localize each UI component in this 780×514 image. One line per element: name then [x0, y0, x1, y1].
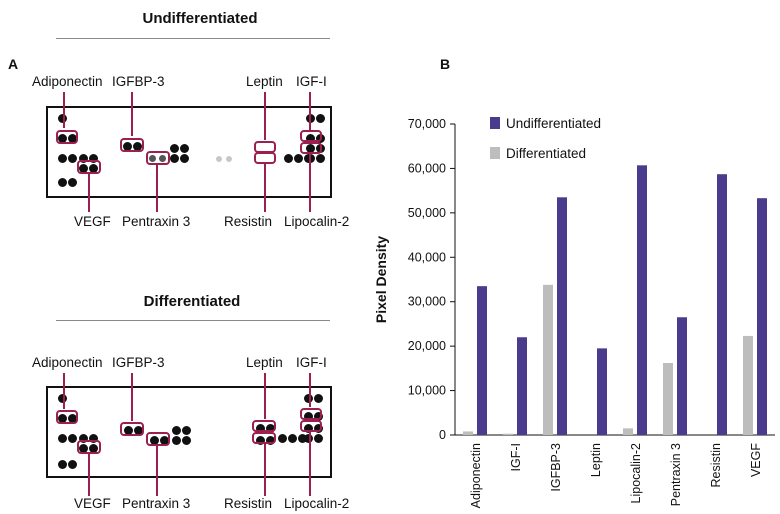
x-tick-label: IGFBP-3: [549, 443, 563, 492]
bar-undifferentiated-lipocalin-2: [637, 165, 647, 435]
bar-differentiated-lipocalin-2: [623, 428, 633, 435]
bar-differentiated-pentraxin-3: [663, 363, 673, 435]
y-tick-label: 20,000: [408, 339, 446, 353]
x-tick-label: Lipocalin-2: [629, 443, 643, 504]
bar-chart: 0 10,000 20,000 30,000 40,000 50,000 60,000 70,…: [373, 116, 775, 508]
y-tick-label: 10,000: [408, 384, 446, 398]
title-rule: [56, 38, 330, 39]
bar-differentiated-igfbp-3: [543, 284, 553, 435]
x-tick-label: Leptin: [589, 443, 603, 477]
label-vegf: VEGF: [74, 214, 111, 229]
y-tick-label: 70,000: [408, 117, 446, 131]
bar-undifferentiated-pentraxin-3: [677, 317, 687, 435]
x-tick-label: Pentraxin 3: [669, 443, 683, 506]
legend-label-undifferentiated: Undifferentiated: [506, 116, 601, 131]
bar-undifferentiated-leptin: [597, 348, 607, 435]
label-pentraxin3: Pentraxin 3: [122, 214, 191, 229]
legend-swatch-differentiated: [490, 147, 500, 159]
label-leptin: Leptin: [246, 355, 283, 370]
y-tick-label: 30,000: [408, 295, 446, 309]
array-membrane-differentiated: [46, 386, 332, 478]
membrane-title-differentiated: Differentiated: [143, 293, 241, 310]
label-igfbp3: IGFBP-3: [112, 355, 165, 370]
label-igf-i: IGF-I: [296, 355, 327, 370]
label-adiponectin: Adiponectin: [32, 74, 103, 89]
bar-undifferentiated-igf-i: [517, 337, 527, 435]
legend-label-differentiated: Differentiated: [506, 146, 586, 161]
bar-undifferentiated-resistin: [717, 174, 727, 435]
title-rule: [56, 320, 330, 321]
bar-differentiated-igf-i: [503, 433, 513, 435]
y-tick-label: 60,000: [408, 161, 446, 175]
label-adiponectin: Adiponectin: [32, 355, 103, 370]
label-igfbp3: IGFBP-3: [112, 74, 165, 89]
x-tick-label: IGF-I: [509, 443, 523, 471]
y-tick-label: 0: [439, 428, 446, 442]
label-resistin: Resistin: [224, 214, 273, 229]
legend-swatch-undifferentiated: [490, 117, 500, 129]
label-lipocalin2: Lipocalin-2: [284, 214, 350, 229]
y-axis-label: Pixel Density: [373, 236, 389, 323]
bar-undifferentiated-igfbp-3: [557, 197, 567, 435]
label-igf-i: IGF-I: [296, 74, 327, 89]
y-tick-label: 50,000: [408, 206, 446, 220]
membrane-title-undifferentiated: Undifferentiated: [142, 10, 258, 27]
bar-undifferentiated-vegf: [757, 198, 767, 435]
label-lipocalin2: Lipocalin-2: [284, 496, 350, 511]
x-tick-label: VEGF: [749, 443, 763, 477]
array-membrane-undifferentiated: [46, 106, 332, 198]
x-tick-label: Adiponectin: [469, 443, 483, 508]
bar-differentiated-vegf: [743, 335, 753, 435]
y-tick-label: 40,000: [408, 250, 446, 264]
bar-undifferentiated-adiponectin: [477, 286, 487, 435]
bar-differentiated-adiponectin: [463, 431, 473, 435]
label-vegf: VEGF: [74, 496, 111, 511]
x-tick-label: Resistin: [709, 443, 723, 488]
label-leptin: Leptin: [246, 74, 283, 89]
panel-a-letter: A: [8, 56, 19, 72]
label-resistin: Resistin: [224, 496, 273, 511]
label-pentraxin3: Pentraxin 3: [122, 496, 191, 511]
panel-b-letter: B: [440, 56, 451, 72]
